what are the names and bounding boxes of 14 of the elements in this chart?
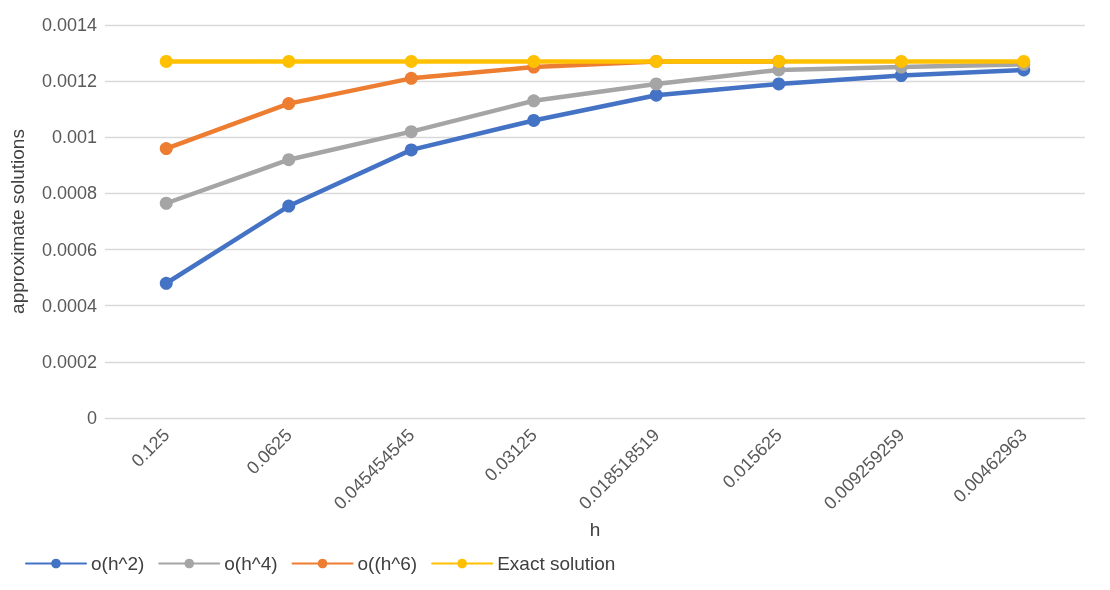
- legend-label: o((h^6): [357, 553, 418, 574]
- y-tick-label: 0.0014: [41, 15, 97, 35]
- legend-label: Exact solution: [497, 553, 616, 574]
- y-tick-label: 0.0008: [41, 183, 97, 204]
- x-axis-title: h: [589, 518, 601, 540]
- y-tick-label: 0.001: [51, 127, 97, 148]
- y-tick-label: 0.0012: [41, 71, 97, 92]
- legend-label: o(h^2): [91, 553, 145, 574]
- legend-label: o(h^4): [224, 553, 278, 574]
- y-tick-label: 0.0004: [41, 295, 97, 316]
- y-tick-label: 0.0006: [41, 239, 97, 260]
- y-axis-title: approximate solutions: [7, 129, 28, 314]
- y-tick-label: 0: [86, 408, 97, 428]
- y-tick-label: 0.0002: [41, 351, 97, 372]
